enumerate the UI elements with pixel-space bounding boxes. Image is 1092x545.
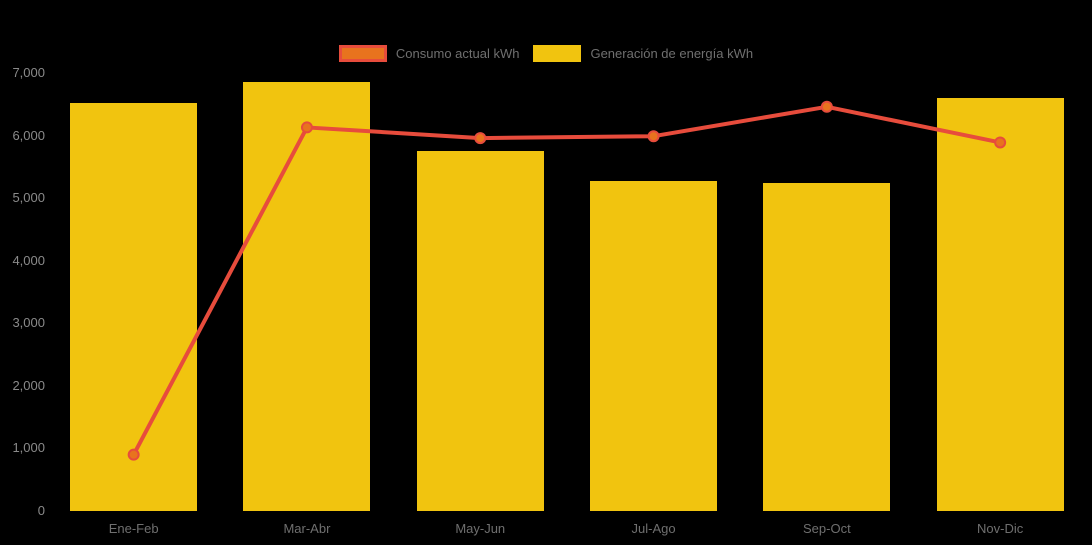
x-tick-label-Ene-Feb: Ene-Feb — [108, 521, 159, 536]
generacion-swatch-icon — [533, 45, 582, 62]
bar-Jul-Ago — [590, 181, 718, 511]
y-tick-label: 4,000 — [12, 252, 45, 268]
x-tick-label-Nov-Dic: Nov-Dic — [977, 521, 1024, 536]
legend-item-generacion[interactable]: Generación de energía kWh — [533, 45, 753, 62]
consumo-point-Ene-Feb — [127, 448, 140, 461]
legend-label-generacion: Generación de energía kWh — [590, 46, 754, 61]
y-tick-label: 2,000 — [12, 377, 45, 393]
consumo-point-Nov-Dic — [994, 136, 1007, 149]
chart-legend: Consumo actual kWh Generación de energía… — [0, 45, 1092, 62]
y-tick-label: 5,000 — [12, 190, 45, 206]
y-tick-label: 0 — [37, 503, 45, 518]
consumo-point-May-Jun — [474, 132, 487, 145]
consumo-line-path — [131, 104, 1003, 457]
bar-May-Jun — [416, 150, 544, 511]
y-tick-label: 6,000 — [12, 127, 45, 143]
bar-Mar-Abr — [243, 81, 371, 511]
consumo-point-Jul-Ago — [647, 130, 660, 143]
legend-item-consumo[interactable]: Consumo actual kWh — [338, 45, 520, 62]
consumo-swatch-icon — [338, 45, 387, 62]
y-tick-label: 7,000 — [12, 65, 45, 80]
consumo-point-Sep-Oct — [820, 100, 833, 113]
bar-Ene-Feb — [70, 103, 198, 511]
bar-Nov-Dic — [936, 98, 1064, 511]
consumo-point-Mar-Abr — [300, 121, 313, 134]
bar-Sep-Oct — [763, 183, 891, 511]
x-tick-label-May-Jun: May-Jun — [455, 521, 506, 536]
y-tick-label: 3,000 — [12, 315, 45, 331]
x-tick-label-Jul-Ago: Jul-Ago — [631, 521, 676, 536]
x-tick-label-Sep-Oct: Sep-Oct — [803, 521, 851, 536]
legend-label-consumo: Consumo actual kWh — [395, 46, 520, 61]
x-tick-label-Mar-Abr: Mar-Abr — [283, 521, 331, 536]
y-tick-label: 1,000 — [12, 440, 45, 456]
